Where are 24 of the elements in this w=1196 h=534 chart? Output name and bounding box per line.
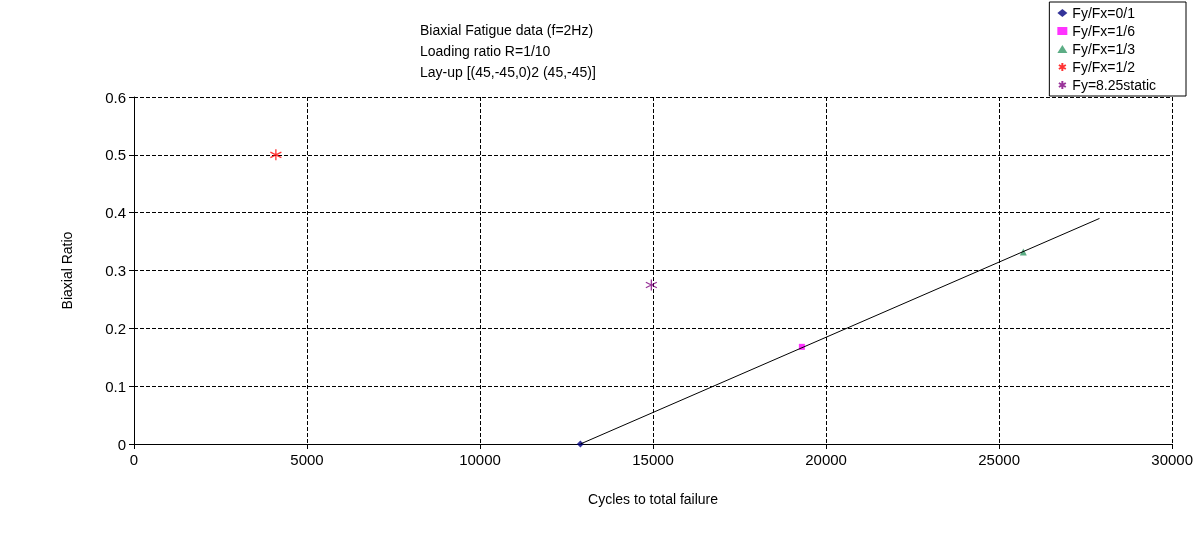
y-axis-title: Biaxial Ratio bbox=[59, 231, 75, 310]
legend-label: Fy/Fx=0/1 bbox=[1072, 5, 1136, 21]
y-tick-label: 0.1 bbox=[105, 377, 126, 395]
y-tick-label: 0.4 bbox=[105, 204, 126, 222]
y-tick-label: 0 bbox=[117, 435, 126, 453]
point bbox=[645, 278, 658, 292]
point bbox=[269, 148, 283, 161]
legend-label: Fy/Fx=1/3 bbox=[1072, 41, 1136, 57]
x-tick-label: 30000 bbox=[1151, 451, 1193, 468]
legend-label: Fy=8.25static bbox=[1072, 77, 1156, 93]
legend-label: Fy/Fx=1/2 bbox=[1072, 59, 1136, 75]
x-tick-label: 20000 bbox=[805, 451, 847, 468]
x-tick-label: 5000 bbox=[290, 451, 324, 468]
legend-label: Fy/Fx=1/6 bbox=[1072, 23, 1136, 39]
x-axis-title: Cycles to total failure bbox=[588, 491, 719, 507]
y-tick-label: 0.2 bbox=[105, 319, 126, 337]
x-tick-label: 10000 bbox=[459, 451, 501, 468]
x-tick-label: 15000 bbox=[632, 451, 674, 468]
x-tick-label: 0 bbox=[129, 451, 139, 468]
y-tick-label: 0.3 bbox=[105, 262, 126, 279]
chart-title: Biaxial Fatigue data (f=2Hz) Loading ratio R=1/10 Lay-up [(45,-45,0)2 (45,-45)] bbox=[420, 21, 596, 80]
x-tick-label: 25000 bbox=[978, 451, 1020, 468]
y-tick-label: 0.5 bbox=[105, 146, 126, 164]
y-tick-label: 0.6 bbox=[105, 88, 126, 106]
